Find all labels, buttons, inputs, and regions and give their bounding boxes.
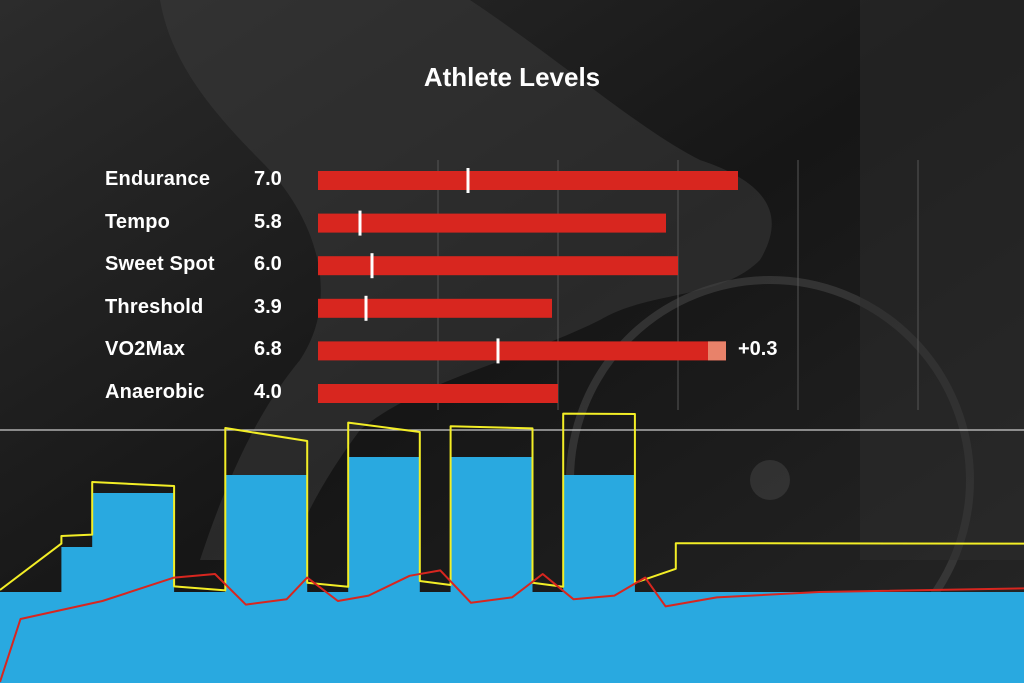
level-name: Anaerobic bbox=[105, 381, 205, 403]
level-bar-sweet-spot bbox=[318, 256, 678, 276]
target-power-area bbox=[0, 457, 1024, 683]
level-value: 6.8 bbox=[254, 338, 282, 361]
level-progress-marker bbox=[496, 338, 500, 364]
level-gain-label: +0.3 bbox=[738, 338, 778, 361]
rider-silhouette bbox=[160, 0, 772, 560]
wheel-hub-shape bbox=[750, 460, 790, 500]
level-bar-threshold bbox=[318, 298, 552, 318]
level-value: 3.9 bbox=[254, 295, 282, 318]
power-line bbox=[0, 412, 1024, 592]
level-name: Threshold bbox=[105, 295, 204, 318]
level-bar-anaerobic bbox=[318, 384, 558, 403]
level-gain-segment bbox=[708, 341, 726, 361]
wall-panel-shape bbox=[860, 0, 1024, 560]
level-name: Sweet Spot bbox=[105, 253, 215, 276]
level-bar-endurance bbox=[318, 171, 738, 190]
level-progress-marker bbox=[364, 295, 368, 321]
level-name: Endurance bbox=[105, 168, 211, 190]
level-name: Tempo bbox=[105, 210, 171, 233]
level-value: 6.0 bbox=[254, 253, 282, 276]
level-progress-marker bbox=[370, 253, 374, 279]
level-progress-marker bbox=[358, 210, 362, 236]
level-progress-marker bbox=[466, 168, 470, 193]
chart-title: Athlete Levels bbox=[423, 62, 601, 92]
level-value: 7.0 bbox=[254, 168, 282, 190]
level-bar-vo2max bbox=[318, 341, 726, 361]
level-value: 5.8 bbox=[254, 210, 282, 233]
level-bar-tempo bbox=[318, 213, 666, 233]
level-name: VO2Max bbox=[105, 338, 186, 361]
level-value: 4.0 bbox=[254, 381, 282, 403]
heart-rate-line bbox=[0, 569, 1024, 683]
